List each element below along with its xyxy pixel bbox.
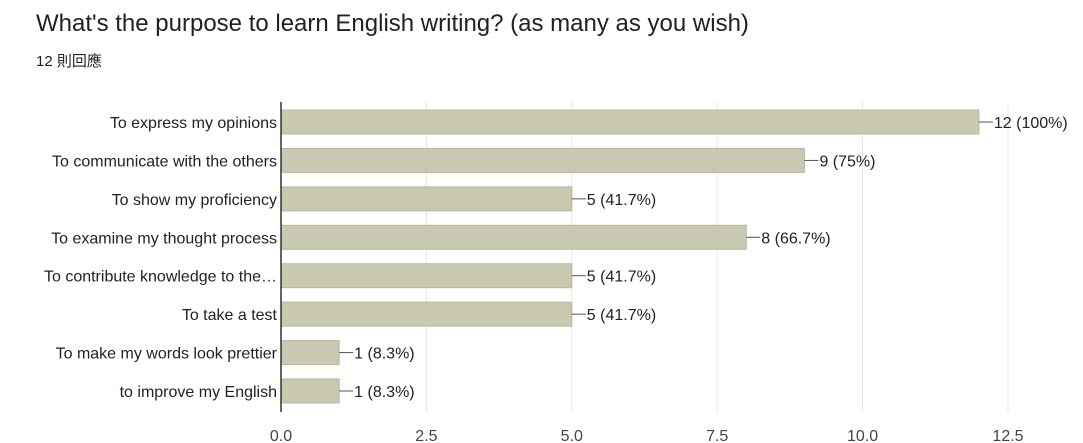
x-tick-label: 10.0: [847, 428, 878, 443]
bar: [280, 224, 747, 250]
bar: [280, 378, 340, 404]
bar: [280, 340, 340, 366]
x-tick-label: 5.0: [561, 428, 583, 443]
data-label: 9 (75%): [819, 153, 875, 170]
bar: [280, 301, 573, 327]
category-label: To examine my thought process: [51, 230, 277, 247]
bar: [280, 186, 573, 212]
category-label: To contribute knowledge to the…: [44, 269, 277, 286]
data-label: 8 (66.7%): [761, 230, 830, 247]
data-label: 1 (8.3%): [354, 384, 414, 401]
bar: [280, 147, 805, 173]
category-label: To take a test: [182, 307, 278, 324]
data-label: 5 (41.7%): [587, 307, 656, 324]
x-tick-label: 2.5: [415, 428, 437, 443]
response-count: 12 則回應: [36, 53, 102, 70]
x-tick-label: 12.5: [992, 428, 1023, 443]
category-label: to improve my English: [120, 384, 277, 401]
data-label: 1 (8.3%): [354, 346, 414, 363]
category-label: To communicate with the others: [52, 153, 277, 170]
x-tick-label: 0.0: [270, 428, 292, 443]
data-label: 12 (100%): [994, 115, 1068, 132]
data-label: 5 (41.7%): [587, 192, 656, 209]
chart-title: What's the purpose to learn English writ…: [36, 10, 749, 37]
category-label: To show my proficiency: [112, 192, 277, 209]
data-label: 5 (41.7%): [587, 269, 656, 286]
category-label: To express my opinions: [110, 115, 277, 132]
category-label: To make my words look prettier: [56, 346, 278, 363]
bar: [280, 109, 980, 135]
x-tick-label: 7.5: [706, 428, 728, 443]
bar: [280, 263, 573, 289]
